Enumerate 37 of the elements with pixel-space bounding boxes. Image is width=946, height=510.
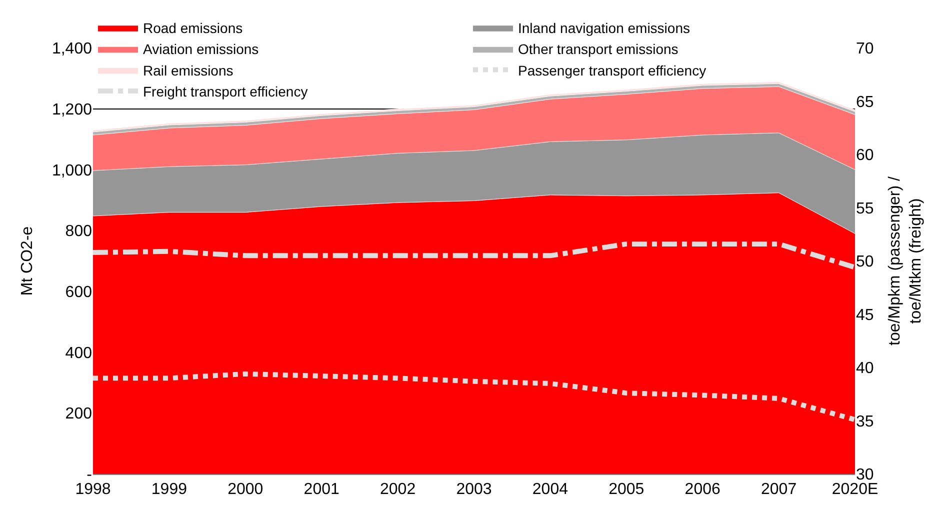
x-tick-label: 2001 [304, 481, 340, 498]
legend-label: Inland navigation emissions [518, 20, 690, 36]
legend-label: Rail emissions [143, 62, 234, 78]
legend-label: Aviation emissions [143, 41, 259, 58]
x-tick-label: 2007 [761, 481, 797, 498]
y-tick-label: 1,400 [52, 40, 92, 58]
y-tick-label: 600 [65, 284, 92, 302]
x-tick-label: 2006 [684, 481, 720, 498]
y-tick-label: 1,200 [52, 101, 92, 118]
y-tick-label: 200 [65, 406, 92, 423]
y2-tick-label: 50 [856, 254, 874, 271]
x-tick-label: 1999 [151, 481, 188, 498]
x-tick-label: 2004 [532, 481, 568, 498]
x-tick-label: 2020E [832, 481, 878, 498]
legend-label: Passenger transport efficiency [518, 62, 706, 78]
y-axis-title: Mt CO2-e [18, 226, 36, 296]
x-tick-label: 2002 [380, 481, 416, 498]
y-tick-label: 800 [65, 223, 92, 240]
x-tick-label: 2005 [608, 481, 644, 498]
x-tick-label: 2000 [228, 481, 264, 498]
x-tick-label: 2003 [456, 481, 492, 498]
y2-tick-label: 40 [856, 360, 874, 378]
y2-tick-label: 35 [856, 413, 874, 430]
y2-tick-label: 70 [856, 40, 874, 58]
legend-label: Other transport emissions [518, 41, 678, 58]
y2-tick-label: 55 [856, 200, 874, 218]
y-tick-label: - [86, 466, 92, 484]
legend-label: Freight transport efficiency [143, 83, 308, 100]
y2-axis-title: toe/Mpkm (passenger) / toe/Mtkm (freight) [886, 176, 924, 346]
y2-tick-label: 60 [856, 147, 874, 164]
y-tick-label: 1,000 [52, 162, 92, 180]
y2-tick-label: 45 [856, 306, 874, 324]
x-tick-label: 1998 [75, 481, 111, 498]
y2-tick-label: 30 [856, 466, 874, 484]
y2-tick-label: 65 [856, 94, 874, 111]
y-tick-label: 400 [65, 344, 92, 362]
legend-label: Road emissions [143, 20, 243, 36]
